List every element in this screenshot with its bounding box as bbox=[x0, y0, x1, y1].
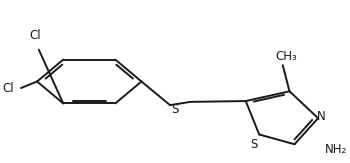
Text: CH₃: CH₃ bbox=[275, 50, 297, 63]
Text: N: N bbox=[317, 110, 326, 123]
Text: NH₂: NH₂ bbox=[325, 143, 347, 156]
Text: S: S bbox=[251, 138, 258, 151]
Text: S: S bbox=[172, 103, 179, 116]
Text: Cl: Cl bbox=[2, 82, 14, 95]
Text: Cl: Cl bbox=[30, 29, 41, 42]
